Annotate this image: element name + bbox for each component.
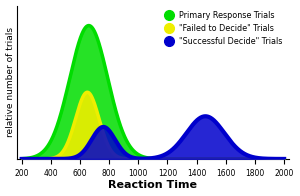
Legend: Primary Response Trials, "Failed to Decide" Trials, "Successful Decide" Trials: Primary Response Trials, "Failed to Deci… [159, 10, 284, 48]
Y-axis label: relative number of trials: relative number of trials [6, 27, 15, 137]
X-axis label: Reaction Time: Reaction Time [108, 181, 197, 191]
